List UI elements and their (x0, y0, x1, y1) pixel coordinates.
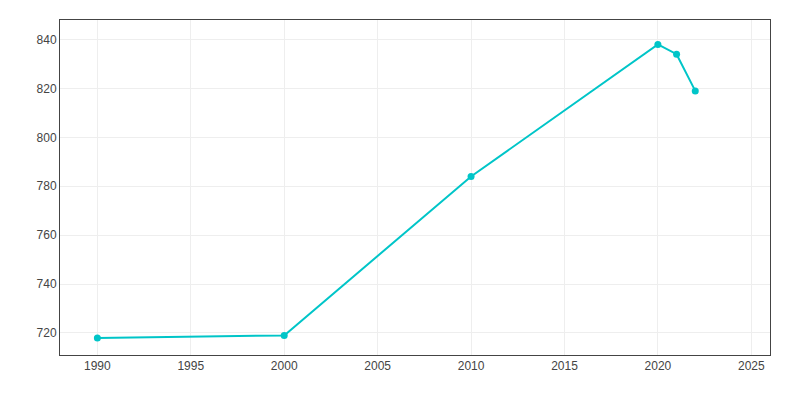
svg-text:800: 800 (37, 131, 57, 145)
svg-text:2015: 2015 (551, 359, 578, 373)
svg-text:780: 780 (37, 179, 57, 193)
svg-text:2005: 2005 (364, 359, 391, 373)
svg-text:2020: 2020 (645, 359, 672, 373)
svg-text:2000: 2000 (271, 359, 298, 373)
svg-text:1995: 1995 (177, 359, 204, 373)
svg-text:1990: 1990 (84, 359, 111, 373)
svg-text:840: 840 (37, 33, 57, 47)
svg-text:2010: 2010 (458, 359, 485, 373)
svg-text:760: 760 (37, 228, 57, 242)
svg-text:2025: 2025 (738, 359, 765, 373)
svg-text:820: 820 (37, 82, 57, 96)
svg-text:740: 740 (37, 277, 57, 291)
svg-text:720: 720 (37, 326, 57, 340)
